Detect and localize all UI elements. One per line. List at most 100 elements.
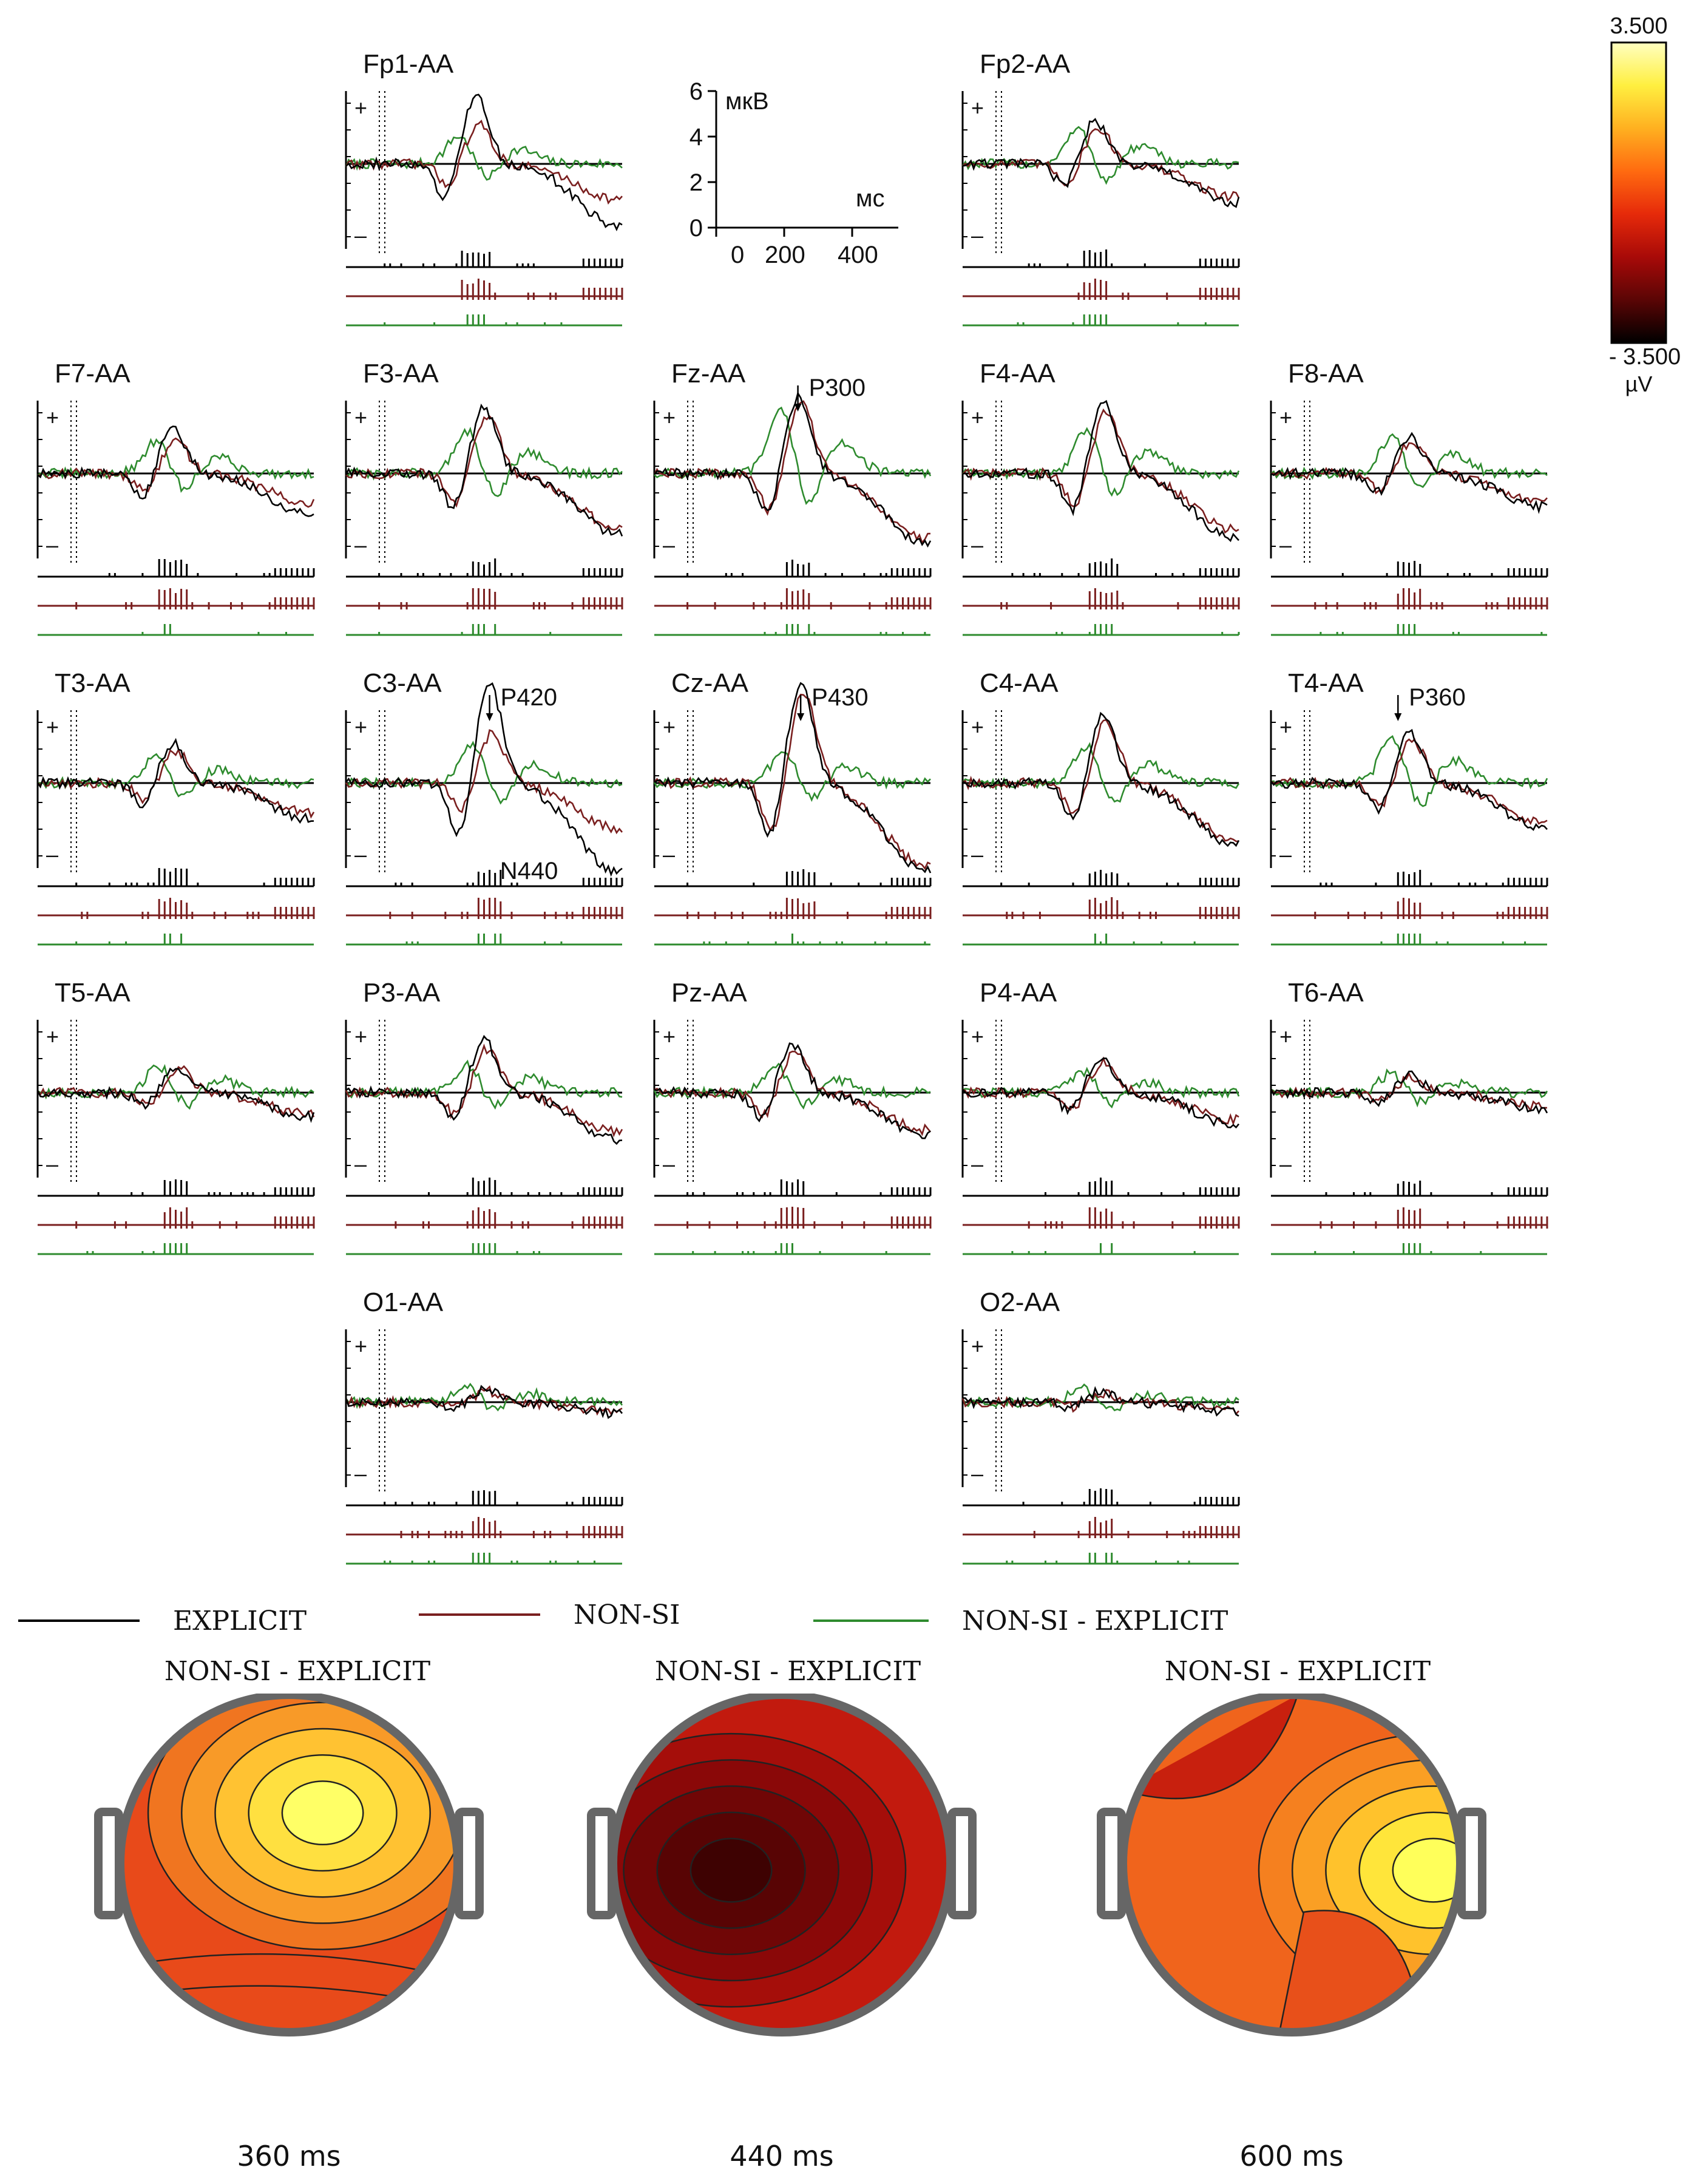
series-line-explicit [654, 391, 932, 548]
channel-panel: O2-AA + – [961, 1287, 1240, 1565]
series-line-explicit [345, 1385, 623, 1419]
plus-sign: + [354, 405, 367, 430]
channel-panel: F8-AA + – [1270, 359, 1548, 636]
contour [120, 1953, 458, 1980]
scale-y-tick-label: 2 [689, 169, 703, 196]
plus-sign: + [971, 95, 984, 120]
peak-arrowhead [797, 713, 805, 721]
topomap-field [1123, 1695, 1460, 2032]
series-line-diff [1270, 433, 1548, 488]
plus-sign: + [1279, 405, 1292, 430]
right-ear [455, 1808, 484, 1919]
series-line-diff [962, 742, 1240, 803]
scale-y-tick-label: 4 [689, 124, 703, 151]
series-line-diff [37, 438, 314, 493]
plus-sign: + [1279, 714, 1292, 739]
series-line-nonsi [962, 408, 1239, 534]
channel-panel: Pz-AA + – [653, 978, 932, 1255]
plus-sign: + [663, 1024, 676, 1049]
minus-sign: – [1279, 842, 1292, 867]
scale-x-unit: мс [856, 185, 885, 212]
series-line-diff [653, 1062, 931, 1110]
minus-sign: – [46, 1151, 58, 1176]
channel-label: T5-AA [55, 978, 130, 1008]
peak-annotation: N440 [500, 858, 558, 884]
series-line-explicit [962, 1386, 1239, 1417]
scale-panel: 0 2 4 6 мкВ мс 0 200 400 [689, 78, 898, 268]
series-line-diff [345, 136, 623, 181]
series-line-explicit [654, 1042, 931, 1139]
minus-sign: – [354, 1151, 367, 1176]
channel-panel: Fp1-AA + – [345, 49, 623, 327]
series-line-diff [1270, 735, 1548, 807]
minus-sign: – [354, 532, 367, 557]
legend-item-nonsi: NON-SI [419, 1590, 680, 1639]
topomap-title-2: NON-SI - EXPLICIT [654, 1656, 921, 1687]
topomap [587, 1694, 977, 2036]
scale-y-tick-label: 0 [689, 215, 703, 242]
series-line-explicit [345, 93, 623, 232]
channel-panel: P4-AA + – [961, 978, 1240, 1255]
minus-sign: – [663, 842, 675, 867]
minus-sign: – [354, 1461, 367, 1486]
legend: EXPLICIT NON-SI NON-SI - EXPLICIT [18, 1596, 1475, 1706]
legend-label-explicit: EXPLICIT [173, 1605, 307, 1636]
topomap-field [120, 1695, 458, 2032]
plus-sign: + [971, 714, 984, 739]
minus-sign: – [354, 842, 367, 867]
plus-sign: + [354, 1024, 367, 1049]
channel-panel: T4-AA + – P360 [1270, 668, 1548, 946]
minus-sign: – [971, 842, 983, 867]
series-line-nonsi [345, 1043, 623, 1138]
peak-arrowhead [1394, 713, 1402, 721]
channel-panel: F4-AA + – [961, 359, 1240, 636]
topomap-time-3: 600 ms [1239, 2140, 1344, 2172]
channel-panel: T3-AA + – [36, 668, 315, 946]
channel-label: F4-AA [980, 359, 1055, 388]
minus-sign: – [971, 1461, 983, 1486]
channel-label: C4-AA [980, 668, 1059, 698]
channel-label: C3-AA [363, 668, 442, 698]
head-outline [1119, 1694, 1465, 2036]
series-line-diff [653, 751, 931, 802]
series-line-explicit [36, 1067, 315, 1124]
series-line-diff [962, 1067, 1240, 1109]
channel-panel: Fp2-AA + – [961, 49, 1240, 327]
plus-sign: + [971, 405, 984, 430]
channel-panel: P3-AA + – [345, 978, 623, 1255]
series-line-nonsi [961, 1389, 1239, 1416]
series-line-diff [961, 427, 1240, 497]
scale-y-unit: мкВ [725, 88, 769, 115]
series-line-diff [38, 753, 314, 798]
minus-sign: – [46, 532, 58, 557]
series-line-explicit [345, 403, 623, 537]
series-line-nonsi [345, 729, 623, 835]
series-line-explicit [345, 682, 623, 877]
channel-panel: C4-AA + – [961, 668, 1240, 946]
series-line-diff [345, 426, 623, 497]
peak-annotation: P300 [809, 375, 866, 401]
plus-sign: + [663, 405, 676, 430]
channel-label: Fp1-AA [363, 49, 454, 79]
channel-label: T3-AA [55, 668, 130, 698]
legend-label-nonsi: NON-SI [574, 1599, 680, 1630]
channel-label: F8-AA [1288, 359, 1364, 388]
channel-label: Fz-AA [671, 359, 746, 388]
contour [1392, 1837, 1460, 1903]
series-line-diff [345, 741, 623, 805]
minus-sign: – [971, 1151, 983, 1176]
channel-panel: F7-AA + – [36, 359, 315, 636]
channel-label: O1-AA [363, 1287, 444, 1317]
contour [689, 1837, 773, 1903]
channel-panel: F3-AA + – [345, 359, 623, 636]
channel-label: F7-AA [55, 359, 130, 388]
legend-swatch-explicit [18, 1619, 140, 1622]
minus-sign: – [46, 842, 58, 867]
channel-label: P3-AA [363, 978, 441, 1008]
minus-sign: – [663, 532, 675, 557]
series-line-explicit [345, 1034, 623, 1145]
series-line-explicit [1270, 728, 1548, 831]
channel-label: T4-AA [1288, 668, 1364, 698]
topomap-title-3: NON-SI - EXPLICIT [1164, 1656, 1431, 1687]
series-line-explicit [962, 1057, 1240, 1129]
